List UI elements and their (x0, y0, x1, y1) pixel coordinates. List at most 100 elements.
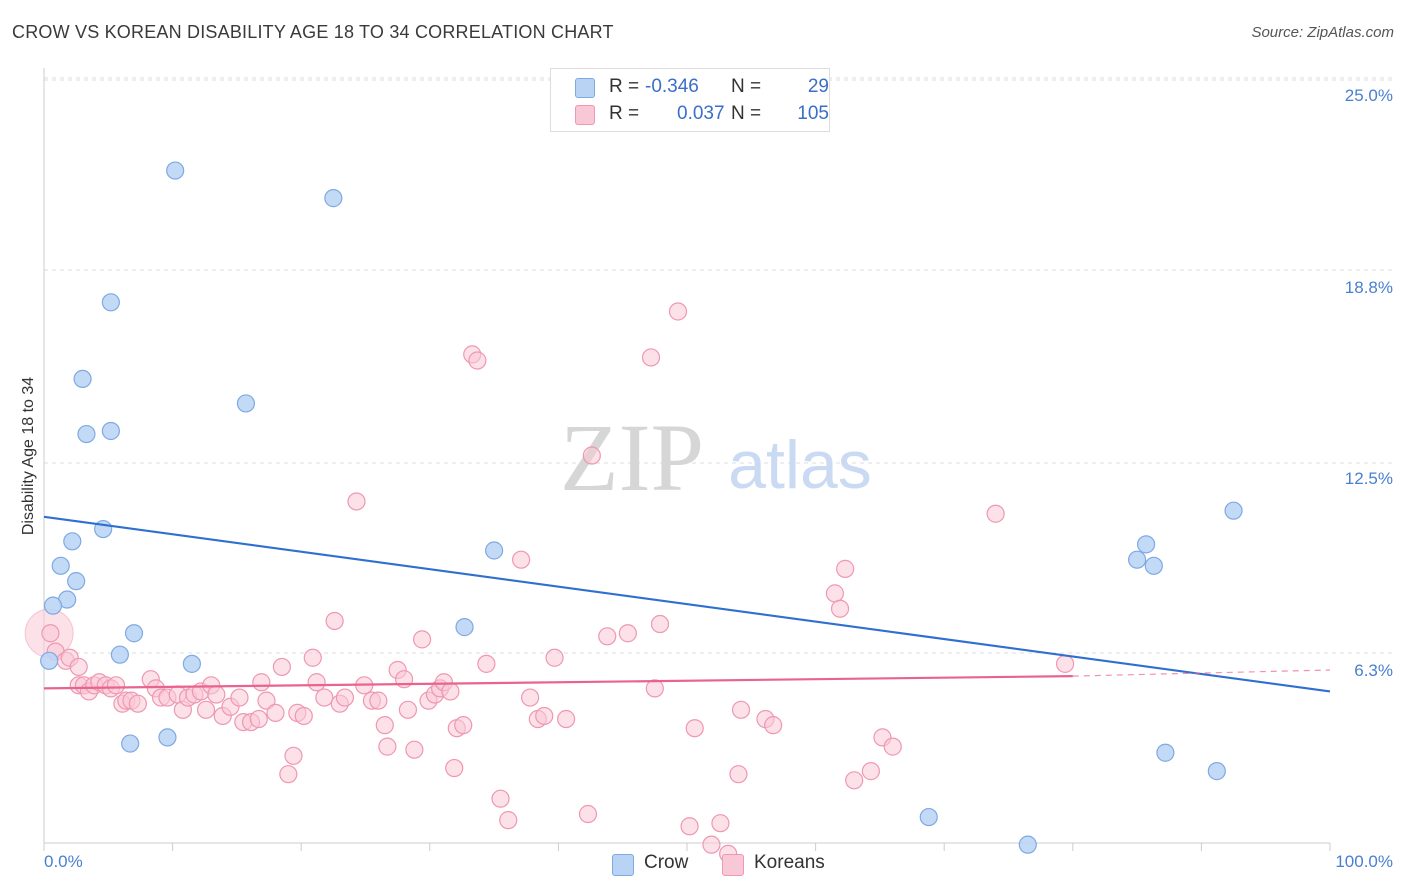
crow-point (121, 734, 140, 753)
crow-point (43, 596, 63, 615)
koreans-point (375, 716, 394, 735)
koreans-point (477, 654, 496, 673)
koreans-point (535, 706, 554, 726)
crow-point (110, 645, 129, 664)
koreans-point (521, 688, 540, 707)
koreans-swatch (575, 105, 595, 125)
koreans-point (252, 673, 271, 692)
koreans-point (861, 762, 880, 781)
y-tick-label: 12.5% (1344, 469, 1393, 488)
koreans-point (315, 688, 334, 707)
koreans-swatch (722, 854, 744, 876)
crow-point (124, 624, 144, 643)
koreans-point (645, 679, 664, 698)
koreans-point (598, 627, 617, 646)
koreans-point (830, 599, 850, 618)
crow-point (1137, 535, 1156, 554)
koreans-point (1055, 654, 1075, 673)
legend-n-label: N = (731, 76, 762, 97)
koreans-point (764, 716, 783, 735)
crow-point (1127, 550, 1147, 569)
crow-point (67, 572, 86, 591)
koreans-point (279, 765, 298, 784)
koreans-point (398, 700, 418, 719)
stats-legend: R = -0.346 N = 29 R = 0.037 N = 105 (550, 68, 830, 132)
crow-point (236, 394, 256, 413)
legend-n-value: 105 (797, 103, 829, 124)
y-axis-label: Disability Age 18 to 34 (20, 376, 37, 536)
crow-point (455, 618, 474, 637)
koreans-point (266, 703, 285, 722)
koreans-point (272, 657, 292, 677)
koreans-point (412, 630, 432, 649)
koreans-point (335, 688, 355, 707)
crow-point (919, 807, 938, 827)
koreans-point (641, 348, 661, 367)
y-tick-label: 25.0% (1344, 86, 1393, 105)
koreans-point (582, 446, 601, 465)
koreans-point (128, 694, 147, 713)
source-credit: Source: ZipAtlas.com (1251, 24, 1394, 41)
koreans-point (711, 814, 730, 833)
koreans-point (41, 624, 60, 643)
crow-point (73, 369, 92, 389)
crow-trend-line (43, 515, 1331, 693)
koreans-point (325, 611, 344, 631)
koreans-point (441, 682, 460, 701)
koreans-point (196, 700, 216, 719)
koreans-trend-extension (1072, 669, 1331, 677)
koreans-point (347, 492, 366, 511)
koreans-point (512, 550, 531, 569)
koreans-point (731, 700, 751, 719)
crow-point (101, 293, 120, 312)
koreans-point (680, 817, 699, 836)
crow-point (158, 728, 177, 747)
koreans-point (369, 691, 388, 710)
crow-point (166, 161, 185, 180)
koreans-point (106, 676, 126, 695)
koreans-point (257, 691, 276, 710)
crow-swatch (575, 78, 595, 98)
koreans-point (207, 685, 226, 704)
koreans-point (729, 765, 748, 784)
koreans-point (825, 584, 844, 603)
crow-point (77, 424, 96, 444)
koreans-point (284, 746, 303, 765)
chart-title: CROW VS KOREAN DISABILITY AGE 18 TO 34 C… (12, 22, 614, 42)
crow-point (1207, 762, 1226, 781)
koreans-point (468, 351, 487, 370)
koreans-point (836, 559, 855, 578)
koreans-point (491, 789, 510, 808)
crow-point (1018, 835, 1037, 854)
koreans-point (499, 811, 518, 830)
x-tick-label-right: 100.0% (1335, 852, 1393, 871)
koreans-point (557, 709, 576, 729)
crow-point (101, 421, 120, 441)
koreans-point (545, 648, 564, 667)
koreans-point (986, 504, 1005, 523)
koreans-point (445, 758, 464, 778)
x-tick-label-left: 0.0% (44, 852, 83, 871)
koreans-point (230, 688, 249, 707)
crow-swatch (612, 854, 634, 876)
crow-point (485, 541, 504, 560)
legend-label-koreans: Koreans (754, 852, 825, 873)
legend-n-value: 29 (807, 76, 829, 97)
koreans-point (845, 771, 864, 790)
legend-n-label: N = (731, 103, 762, 124)
crow-point (324, 189, 343, 208)
koreans-point (405, 740, 424, 759)
koreans-point (618, 624, 637, 643)
koreans-point (668, 302, 688, 321)
crow-point (1144, 556, 1163, 575)
legend-r-label: R = (609, 103, 640, 124)
watermark-zip: ZIP (560, 404, 704, 511)
legend-r-value: 0.037 (677, 103, 725, 124)
koreans-point (702, 835, 721, 854)
koreans-trend-line (43, 675, 1073, 690)
watermark-atlas: atlas (728, 427, 872, 503)
crow-point (40, 651, 59, 670)
crow-point (182, 654, 201, 673)
koreans-point (883, 737, 902, 756)
